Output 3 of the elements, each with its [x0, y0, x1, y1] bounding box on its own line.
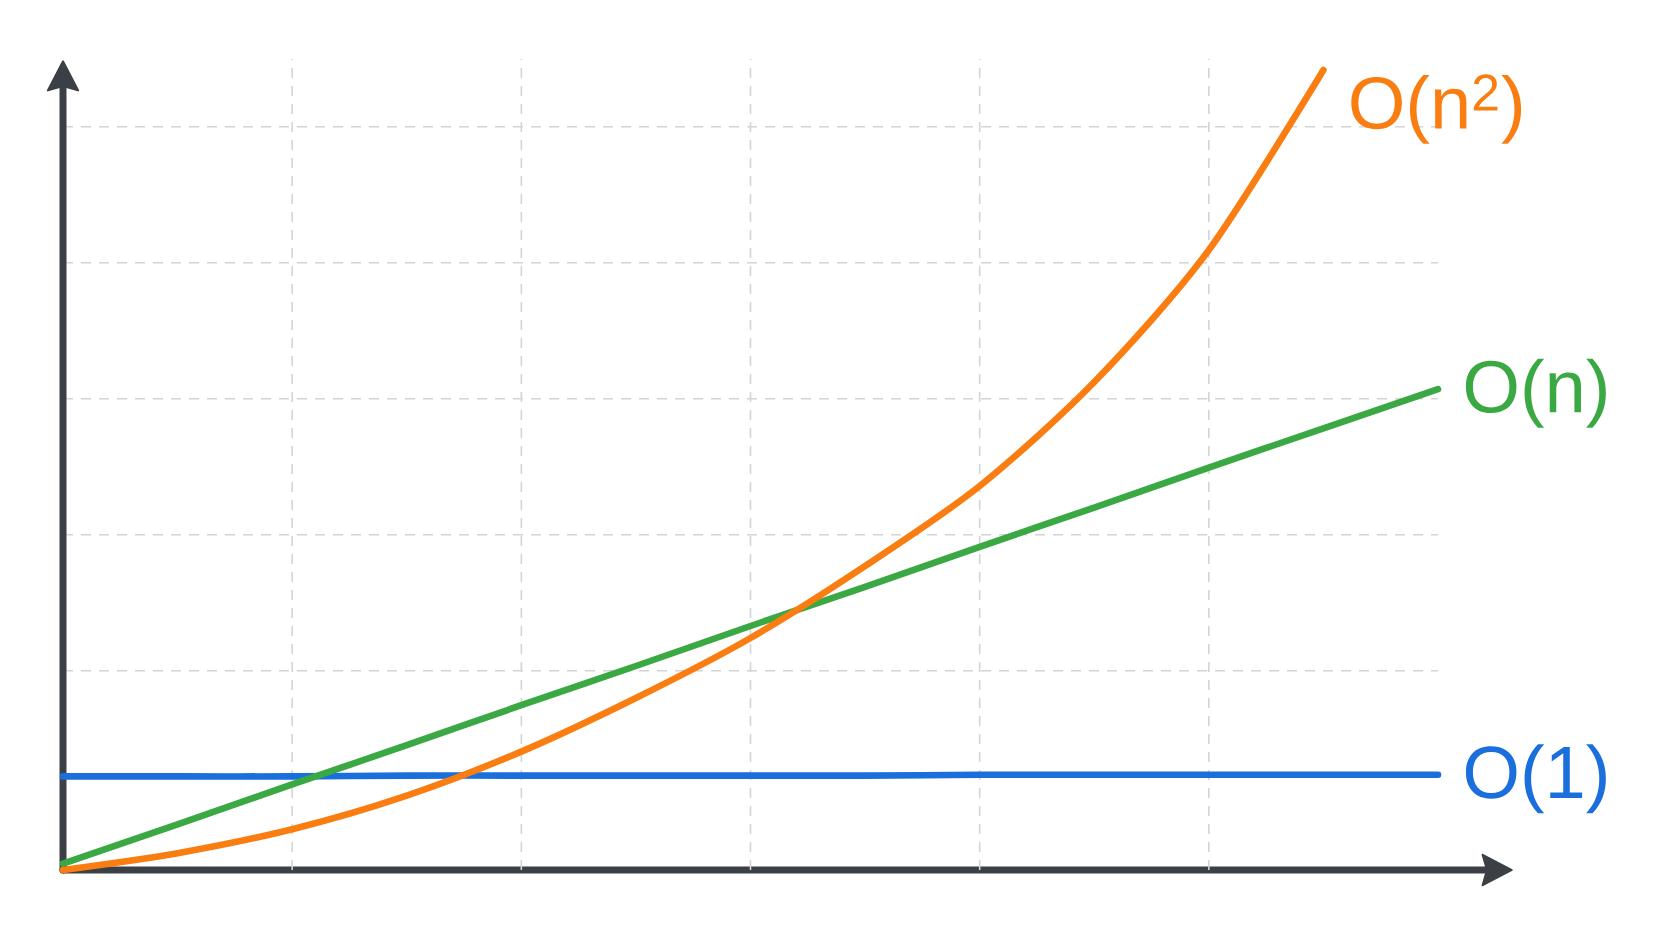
series-label: O(1) [1465, 744, 1606, 814]
series-label: O(n) [1465, 358, 1606, 428]
series-label: O(n$^{2}$) [1351, 74, 1522, 144]
